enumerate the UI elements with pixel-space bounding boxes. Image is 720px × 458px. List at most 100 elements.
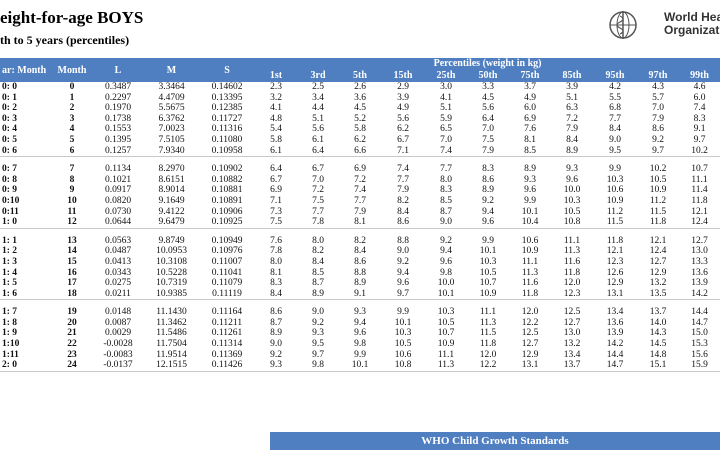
cell: 0.11080	[211, 134, 243, 145]
cell: 8.9	[354, 278, 366, 289]
column-header: 75th	[509, 69, 551, 82]
table-row: 0: 7 7 0.1134 8.2970 0.10902 6.4 6.7 6.9 7.4 7.7 8…	[0, 164, 720, 175]
table-row: 1: 9 21 0.0029 11.5486 0.11261 8.9 9.3 9.6 10.3 1…	[0, 328, 720, 339]
cell: 1: 2	[2, 246, 18, 257]
column-header: 3rd	[297, 69, 339, 82]
cell: 3.7	[524, 82, 536, 92]
cell: 8.6	[270, 307, 282, 318]
cell: 5.6	[397, 113, 409, 124]
cell: 9.9	[482, 235, 494, 246]
cell: 9.3	[312, 328, 324, 339]
table-row: 0: 4 4 0.1553 7.0023 0.11316 5.4 5.6 5.8 6.2 6.5 7…	[0, 124, 720, 135]
header-row: ar: Month Month L M S Percentiles (weight in …	[0, 58, 720, 82]
cell: 10.6	[394, 349, 412, 360]
cell: 5.5675	[158, 103, 185, 114]
cell: 6.2	[397, 124, 409, 135]
cell: 1: 9	[2, 328, 18, 339]
cell: 8.9014	[158, 185, 185, 196]
cell: 9.6	[566, 174, 578, 185]
cell: 11.8	[509, 288, 551, 301]
cell: 9.0	[425, 217, 467, 229]
cell: 10.9	[467, 288, 509, 301]
cell: 4.1	[440, 92, 452, 103]
cell: 0.0087	[104, 317, 132, 328]
cell: 0.0275	[104, 278, 132, 289]
cell: 0.10881	[211, 185, 243, 196]
cell: 8.5	[509, 145, 551, 158]
cell: 10.7	[479, 278, 497, 289]
cell: 12.0	[479, 349, 497, 360]
cell: 0: 7	[2, 164, 18, 175]
cell: 10.8	[551, 217, 593, 229]
cell: 11.2	[649, 195, 667, 206]
cell: 1: 4	[2, 267, 18, 278]
cell: 0.11316	[211, 124, 243, 135]
column-header: Month	[52, 58, 92, 82]
cell: 6.3	[566, 103, 578, 114]
column-header: 25th	[425, 69, 467, 82]
cell: 0	[69, 82, 75, 92]
cell: 9.7	[381, 288, 425, 301]
cell: 8.9	[551, 145, 593, 158]
cell: 8.7	[270, 317, 282, 328]
cell: 0: 0	[2, 82, 18, 92]
cell: 11.1	[479, 307, 497, 318]
cell: 11.5	[479, 328, 497, 339]
cell: 10.0	[437, 278, 455, 289]
cell: 7.2	[566, 113, 578, 124]
cell: 14.0	[649, 317, 667, 328]
cell: 9.2	[652, 134, 664, 145]
cell: 12.7	[691, 235, 708, 246]
cell: 1: 1	[2, 235, 18, 246]
cell: 3.9	[566, 82, 578, 92]
cell: 5.9	[440, 113, 452, 124]
cell: 8.4	[312, 256, 324, 267]
cell: 0.11041	[211, 267, 243, 278]
table-row: 1: 7 19 0.0148 11.1430 0.11164 8.6 9.0 9.3 9.9 10…	[0, 307, 720, 318]
cell: 0.0413	[104, 256, 132, 267]
title: eight-for-age BOYS	[0, 8, 144, 27]
cell: 15.9	[679, 360, 720, 372]
cell: 2.3	[270, 82, 282, 92]
cell: 7.7	[312, 206, 324, 217]
cell: 0.11079	[211, 278, 243, 289]
cell: 5.2	[354, 113, 366, 124]
cell: 13.2	[649, 278, 667, 289]
cell: 11.3	[521, 267, 539, 278]
cell: 0.3487	[104, 82, 132, 92]
table-row: 0: 6 6 0.1257 7.9340 0.10958 6.1 6.4 6.6 7.1 7.4 7…	[0, 145, 720, 158]
cell: 17	[67, 278, 77, 289]
cell: 7.1	[270, 195, 282, 206]
cell: 9.0	[312, 307, 324, 318]
cell: 9.3	[354, 307, 366, 318]
cell: 7.9	[566, 124, 578, 135]
cell: 5.6	[482, 103, 494, 114]
cell: 9.1649	[158, 195, 185, 206]
cell: 9.6479	[144, 217, 199, 229]
cell: 8.8	[397, 235, 409, 246]
cell: 9.5	[593, 145, 637, 158]
cell: 8.9	[524, 164, 536, 175]
cell: 7.7	[354, 195, 366, 206]
cell: 7.6	[270, 235, 282, 246]
cell: 0.0563	[104, 235, 132, 246]
cell: 1:11	[2, 349, 19, 360]
cell: 0.11369	[211, 349, 243, 360]
cell: 12.9	[649, 267, 667, 278]
cell: 9.2	[482, 195, 494, 206]
cell: -0.0137	[92, 360, 144, 372]
cell: 0.1395	[104, 134, 132, 145]
cell: 0.1021	[104, 174, 132, 185]
cell: 15.0	[691, 328, 708, 339]
cell: 1: 8	[2, 317, 18, 328]
cell: 0.13395	[211, 92, 243, 103]
cell: 7.4	[693, 103, 706, 114]
cell: 1: 0	[0, 217, 52, 229]
cell: 8.4	[566, 134, 578, 145]
header-row: 1st 3rd 5th 15th 25th 50th 75th 85th 95th 97th 99t…	[0, 69, 720, 82]
cell: 12.3	[606, 256, 624, 267]
cell: 5.1	[566, 92, 578, 103]
cell: 10.1	[394, 317, 412, 328]
cell: 0.0644	[92, 217, 144, 229]
cell: 10.3	[479, 256, 497, 267]
